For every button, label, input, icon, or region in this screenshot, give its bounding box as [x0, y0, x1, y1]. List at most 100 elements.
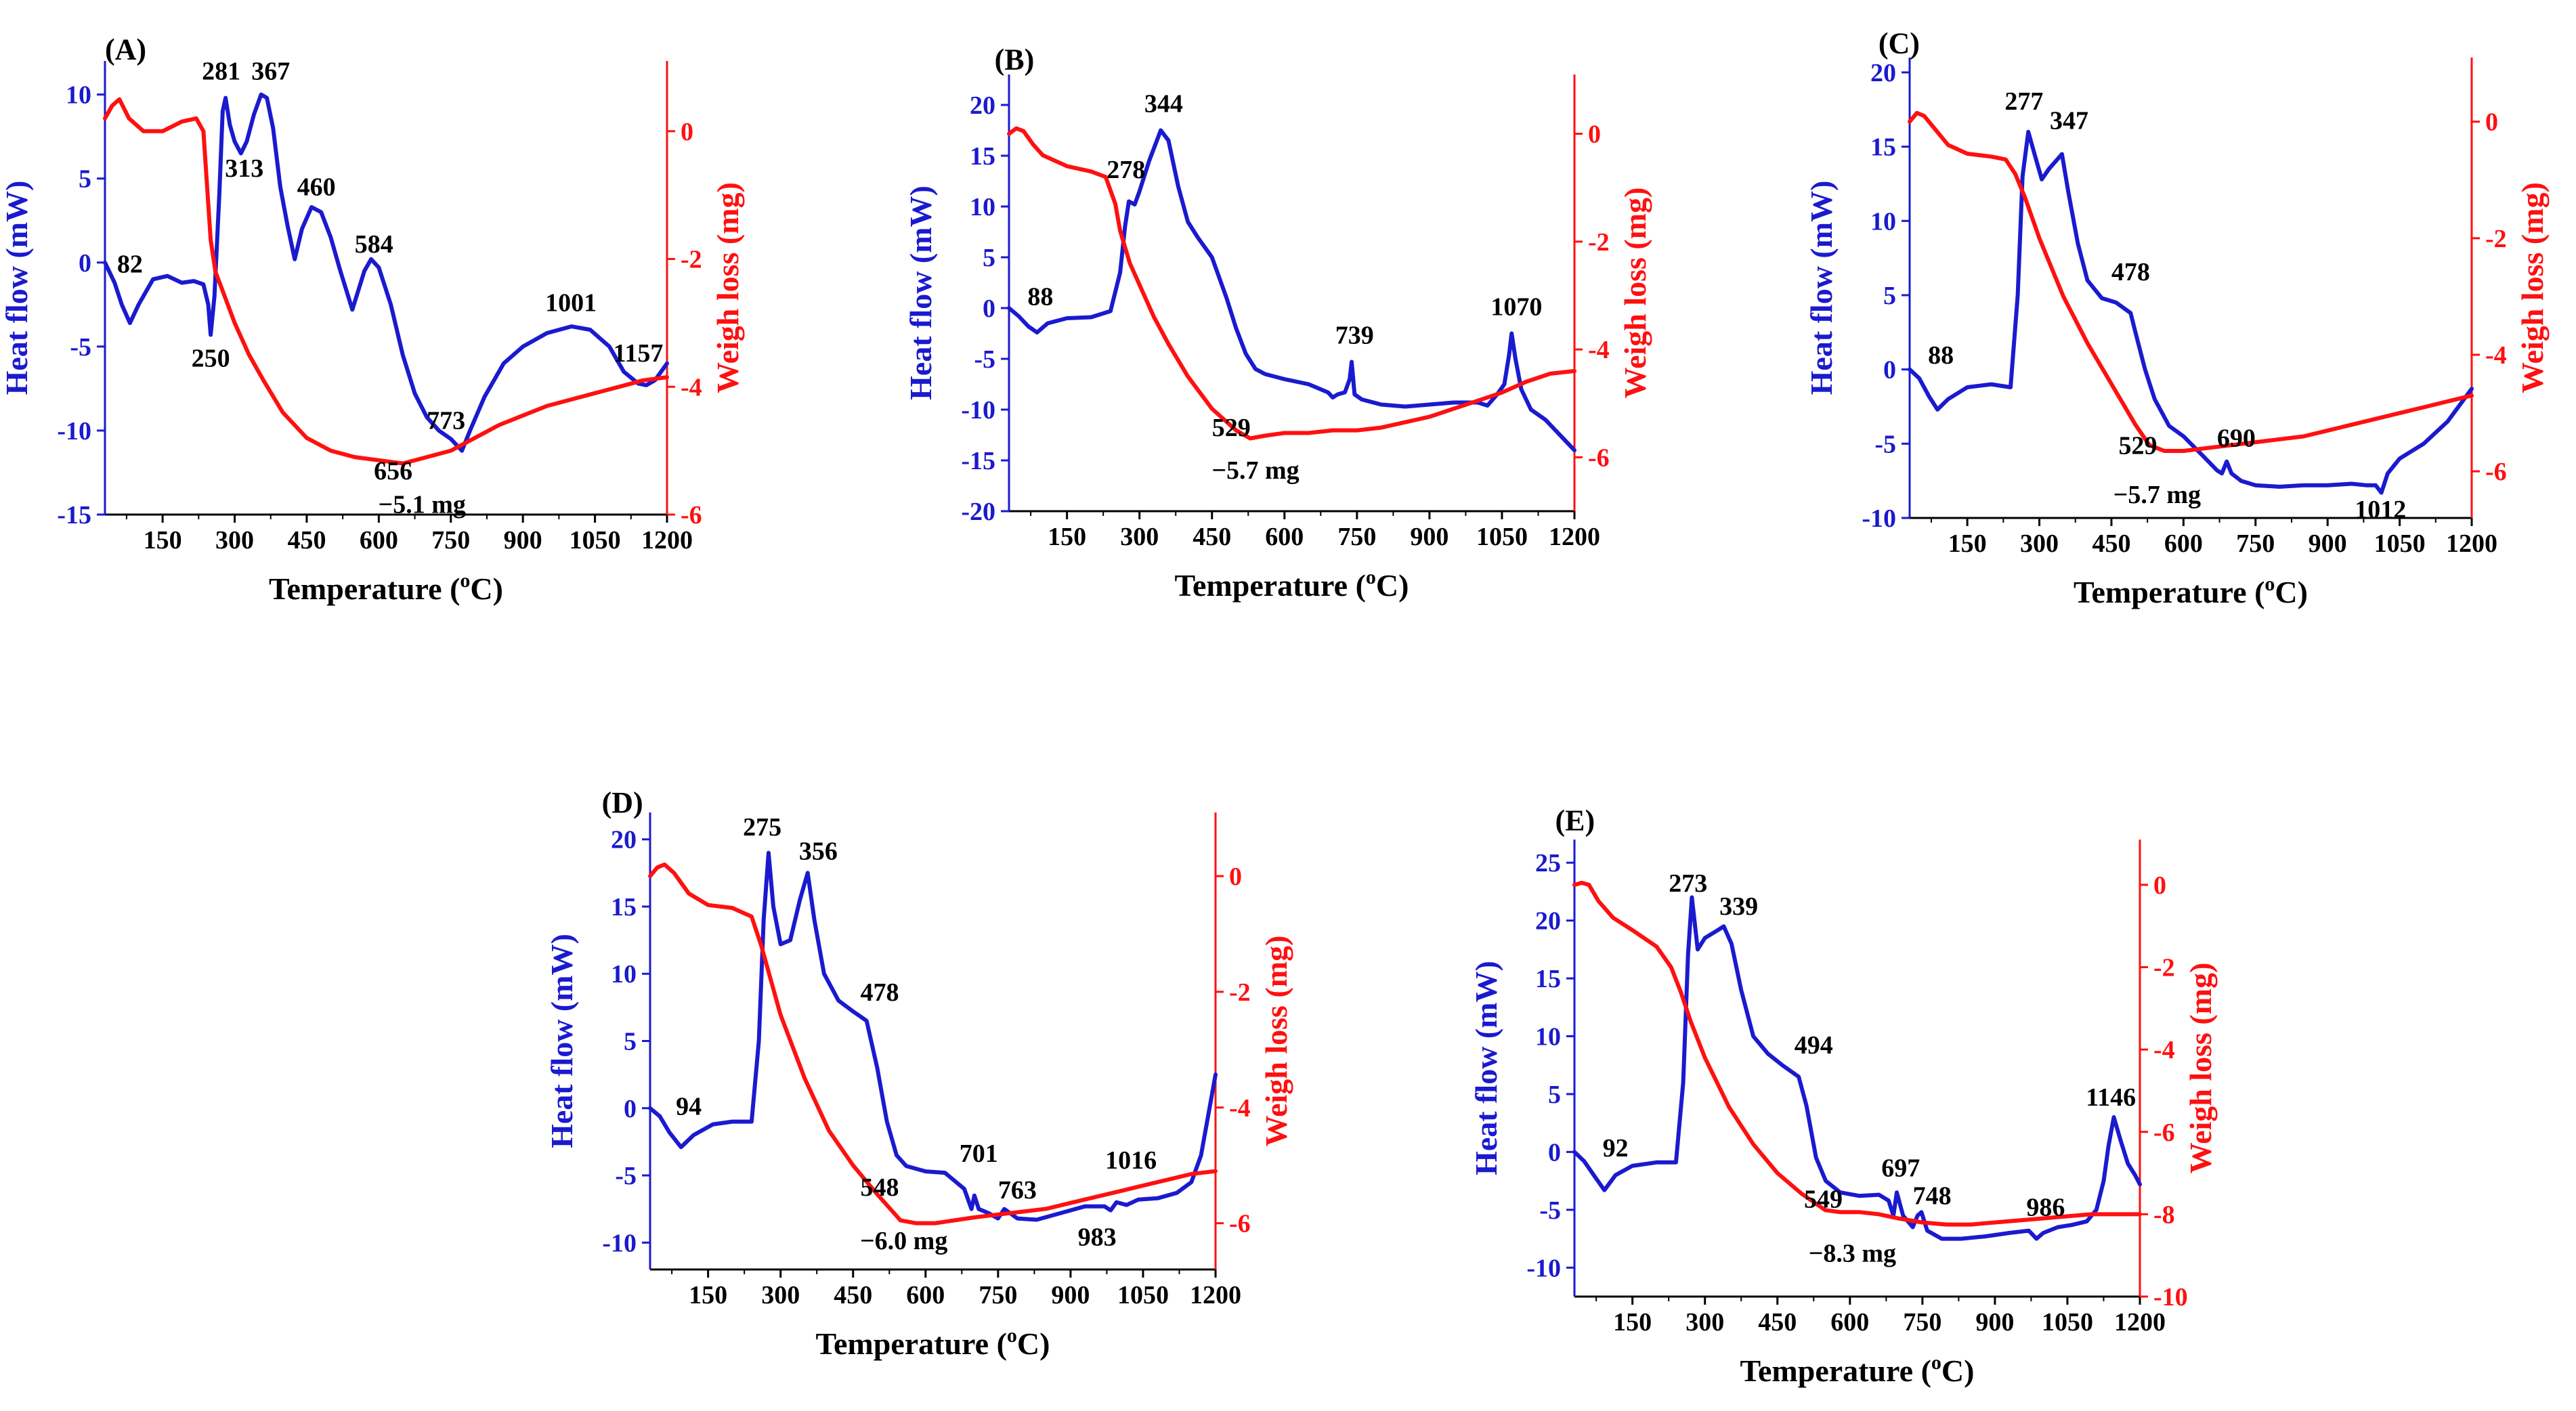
- right-y-axis-title: Weigh loss (mg): [2183, 963, 2218, 1174]
- x-tick-label: 750: [1337, 523, 1376, 551]
- heat-flow-series-line: [648, 850, 1218, 1222]
- left-y-tick-label: -5: [615, 1162, 637, 1190]
- x-tick-label: 300: [1686, 1308, 1724, 1337]
- x-tick-label: 150: [1048, 523, 1086, 551]
- data-label: 1001: [545, 289, 597, 318]
- data-label: 584: [355, 230, 393, 259]
- left-y-tick-label: 15: [611, 893, 637, 921]
- data-label: 548: [860, 1173, 899, 1202]
- chart-panel-e: 150 300 450 600 750 900 1050 1200-10-5051015202…: [1469, 804, 2218, 1388]
- data-label: 701: [960, 1139, 998, 1168]
- data-label: 278: [1107, 156, 1145, 184]
- x-tick-label: 150: [1948, 529, 1987, 558]
- chart-panel-b: 150 300 450 600 750 900 1050 1200-20-15-10-5051…: [903, 43, 1652, 603]
- panel-label: (C): [1879, 26, 1920, 60]
- data-label: 344: [1144, 90, 1183, 118]
- x-axis-title-part: C): [1376, 568, 1409, 603]
- data-label: 656: [374, 457, 412, 485]
- x-tick-label: 300: [1120, 523, 1159, 551]
- x-axis-title-part: Temperature (: [1175, 568, 1366, 603]
- data-label: 94: [676, 1093, 702, 1121]
- x-tick-label: 1050: [1117, 1281, 1169, 1309]
- data-label: 275: [743, 813, 781, 842]
- right-y-tick-label: -6: [2153, 1119, 2175, 1147]
- left-y-axis-title: Heat flow (mW): [544, 934, 579, 1148]
- x-axis-title-superscript: o: [1007, 1324, 1017, 1347]
- x-axis-title-part: C): [1941, 1353, 1975, 1388]
- x-tick-label: 300: [2020, 529, 2059, 558]
- x-axis-title: Temperature (oC): [269, 569, 503, 606]
- chart-panel-c: 150 300 450 600 750 900 1050 1200 -10 -5 0 5 10 15 20 -…: [1804, 26, 2550, 609]
- x-tick-label: 450: [2092, 529, 2130, 558]
- data-label: 1012: [2355, 496, 2406, 524]
- x-tick-label: 150: [689, 1281, 727, 1309]
- x-tick-label: 1050: [2042, 1308, 2093, 1337]
- left-y-axis-title: Heat flow (mW): [0, 181, 34, 395]
- left-y-tick-label: 25: [1535, 849, 1561, 877]
- right-y-axis-title: Weigh loss (mg): [2515, 182, 2550, 393]
- data-label: 92: [1603, 1134, 1629, 1163]
- data-label: 549: [1804, 1185, 1843, 1213]
- right-y-tick-label: -2: [1229, 978, 1251, 1007]
- x-tick-label: 750: [1903, 1308, 1941, 1337]
- data-label: 1016: [1105, 1146, 1157, 1175]
- left-y-tick-label: -10: [57, 417, 91, 446]
- x-tick-label: 1050: [1476, 523, 1528, 551]
- data-label: 88: [1928, 341, 1954, 370]
- data-label: 529: [1212, 414, 1251, 442]
- left-y-tick-label: -5: [70, 333, 91, 362]
- left-y-tick-label: 5: [624, 1028, 637, 1056]
- weight-loss-series-line: [103, 97, 669, 466]
- x-axis-title: Temperature (oC): [816, 1324, 1050, 1361]
- weight-loss-series-line: [1908, 110, 2474, 453]
- x-tick-label: 1200: [641, 526, 693, 555]
- data-label: 1070: [1490, 293, 1542, 322]
- right-y-tick-label: -6: [1588, 443, 1610, 472]
- right-y-tick-label: 0: [681, 118, 693, 146]
- x-axis-title-part: Temperature (: [269, 571, 460, 606]
- x-tick-label: 1200: [2114, 1308, 2166, 1337]
- left-y-tick-label: -10: [1862, 504, 1896, 533]
- left-y-axis-title: Heat flow (mW): [1469, 961, 1503, 1175]
- left-y-tick-label: -5: [1874, 430, 1896, 458]
- x-tick-label: 450: [1758, 1308, 1797, 1337]
- x-axis-title: Temperature (oC): [1175, 566, 1409, 603]
- left-y-tick-label: -5: [974, 345, 995, 374]
- heat-flow-series-line: [1572, 895, 2142, 1241]
- x-axis-title-superscript: o: [1931, 1351, 1941, 1374]
- data-label: 1157: [613, 339, 663, 368]
- heat-flow-series-line: [1007, 128, 1576, 452]
- data-label: 697: [1881, 1154, 1920, 1182]
- x-axis-title-superscript: o: [460, 569, 470, 592]
- x-tick-label: 1050: [570, 526, 621, 555]
- x-tick-label: 300: [215, 526, 254, 555]
- left-y-tick-label: 5: [1883, 282, 1896, 310]
- x-tick-label: 750: [2236, 529, 2275, 558]
- data-label: 281: [202, 57, 240, 85]
- left-y-tick-label: 5: [79, 165, 91, 194]
- x-tick-label: 750: [431, 526, 470, 555]
- weight-loss-series-line: [1572, 880, 2142, 1227]
- left-y-tick-label: 0: [79, 249, 91, 278]
- data-label: 88: [1027, 283, 1053, 311]
- x-tick-label: 1200: [1190, 1281, 1241, 1309]
- right-y-axis-title: Weigh loss (mg): [1618, 188, 1652, 399]
- data-label: 250: [192, 345, 230, 373]
- panel-label: (D): [602, 786, 643, 819]
- right-y-tick-label: -2: [2485, 225, 2507, 253]
- right-y-tick-label: -6: [2485, 458, 2507, 486]
- x-tick-label: 600: [360, 526, 398, 555]
- left-y-tick-label: 10: [970, 193, 995, 221]
- data-label: −5.7 mg: [1211, 456, 1299, 485]
- right-y-tick-label: -10: [2153, 1283, 2188, 1311]
- x-tick-label: 150: [144, 526, 182, 555]
- data-label: −8.3 mg: [1809, 1240, 1896, 1268]
- x-tick-label: 600: [906, 1281, 945, 1309]
- x-tick-label: 900: [1975, 1308, 2014, 1337]
- data-label: −6.0 mg: [860, 1227, 947, 1255]
- x-tick-label: 150: [1613, 1308, 1652, 1337]
- data-label: 739: [1335, 322, 1374, 350]
- x-tick-label: 1050: [2374, 529, 2426, 558]
- data-label: 277: [2004, 87, 2043, 116]
- right-y-tick-label: -4: [1229, 1094, 1251, 1123]
